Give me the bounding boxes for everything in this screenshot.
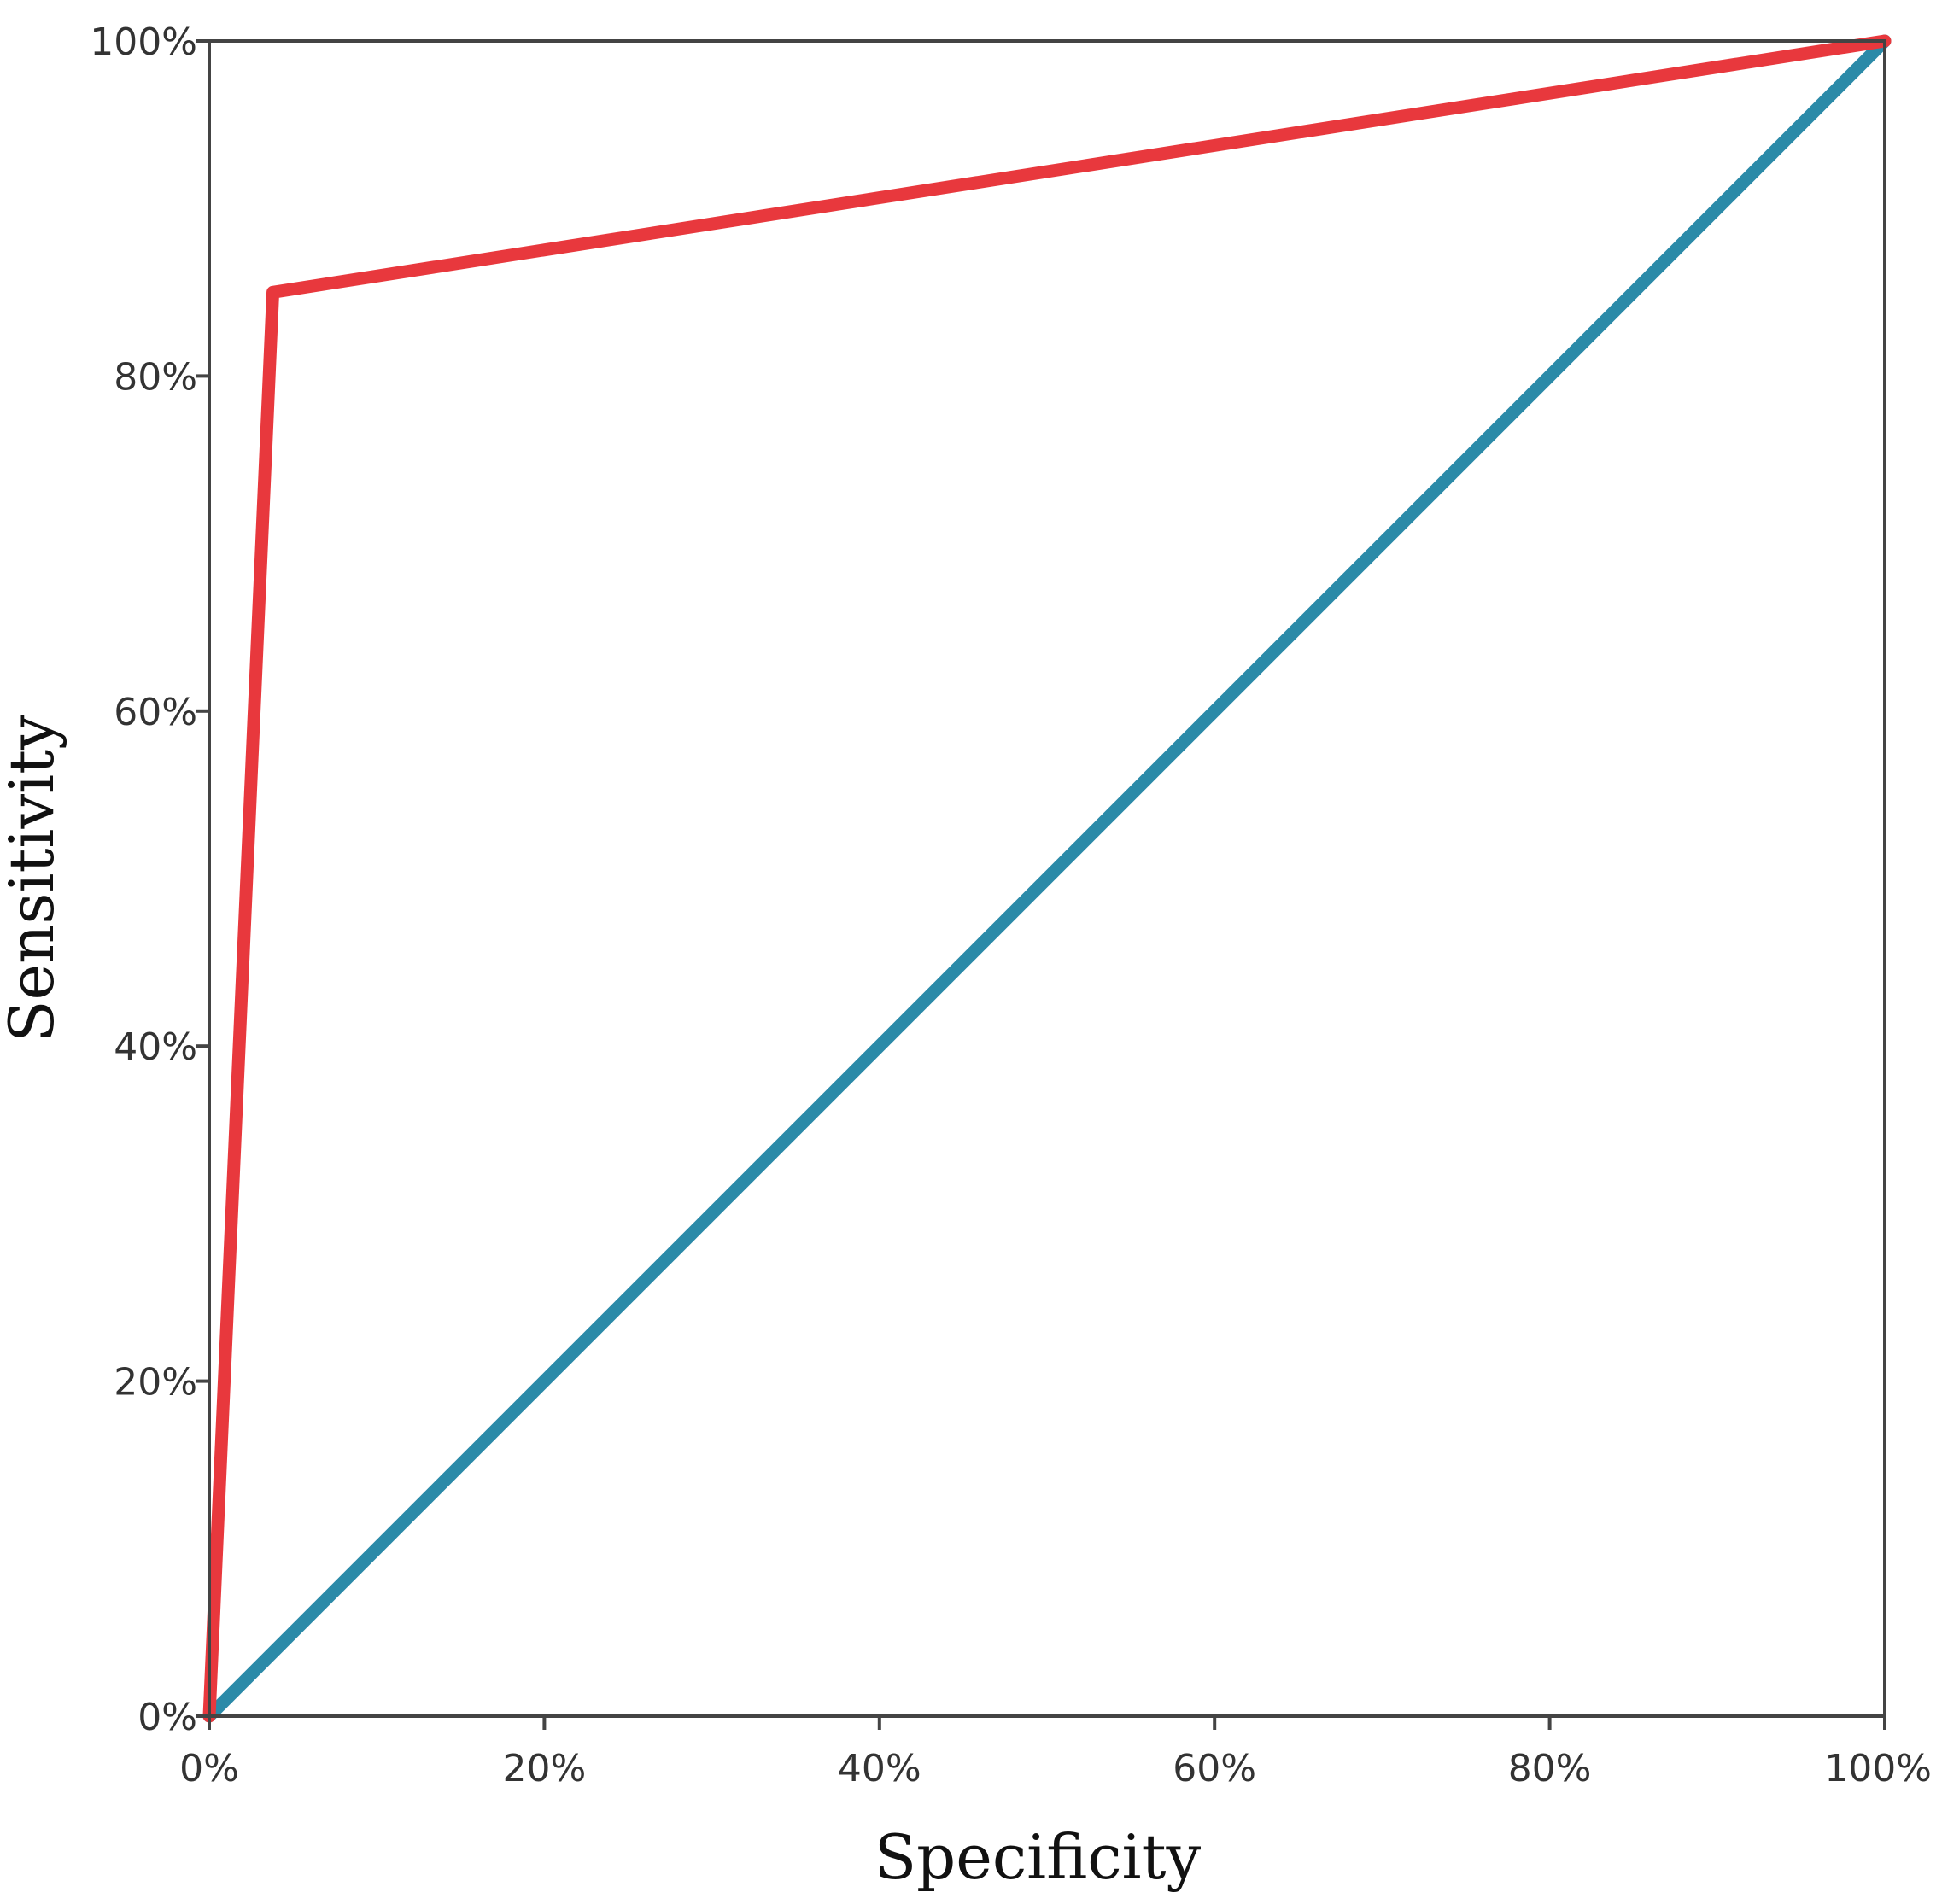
plot-frame <box>208 39 1886 1718</box>
x-tick-label: 100% <box>1824 1747 1932 1790</box>
x-tick-label: 20% <box>503 1747 587 1790</box>
series-line-0 <box>202 34 1892 1723</box>
y-tick-label: 0% <box>137 1696 197 1739</box>
y-axis-title: Sensitivity <box>0 715 67 1043</box>
x-axis-title: Specificity <box>874 1821 1202 1893</box>
y-tick-label: 20% <box>114 1361 197 1405</box>
x-tick-label: 40% <box>838 1747 921 1790</box>
x-tick-label: 80% <box>1508 1747 1592 1790</box>
y-tick-label: 100% <box>90 20 197 64</box>
series-line-1 <box>202 34 1892 1723</box>
y-tick-label: 60% <box>114 691 197 734</box>
series-layer <box>202 34 1892 1723</box>
x-tick-label: 0% <box>179 1747 239 1790</box>
x-tick-label: 60% <box>1173 1747 1256 1790</box>
y-tick-label: 40% <box>114 1025 197 1069</box>
y-tick-label: 80% <box>114 355 197 399</box>
ticks-layer: 0% 20% 40% 60% 80% 100% 0% 20% 40% 60% 80% 100% <box>90 20 1932 1790</box>
